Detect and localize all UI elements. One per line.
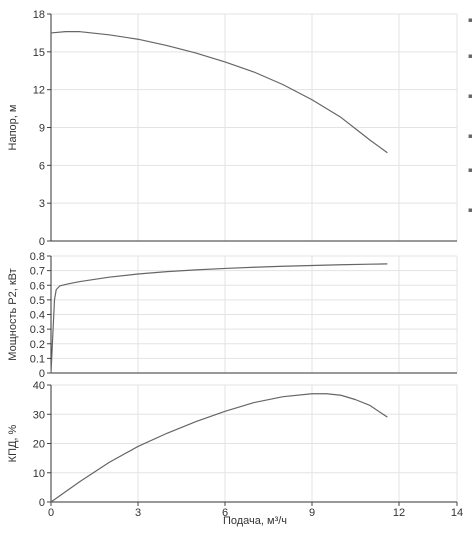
y-tick-label: 30	[33, 409, 45, 421]
y-tick-label: 0	[39, 236, 45, 248]
y-axis-label: КПД, %	[7, 424, 19, 462]
panel-efficiency: 0 10 20 30 40 КПД, % 0 3 6 9 12 14	[7, 380, 463, 519]
y-tick-label: 10	[33, 468, 45, 480]
edge-mark: ▪	[468, 92, 472, 100]
series-line	[50, 263, 388, 374]
y-tick-label: 20	[33, 439, 45, 451]
x-tick-label: 12	[393, 507, 405, 519]
y-tick-label: 0.6	[30, 280, 45, 292]
edge-mark: ▪	[468, 16, 472, 24]
x-tick-label: 9	[309, 507, 315, 519]
y-tick-label: 0.7	[30, 266, 45, 278]
series-line	[50, 31, 388, 154]
x-tick-label: 3	[135, 507, 141, 519]
series-line	[50, 393, 388, 503]
y-tick-label: 15	[33, 47, 45, 59]
edge-mark: ▪	[468, 132, 472, 140]
edge-mark: ▪	[468, 52, 472, 60]
y-tick-label: 40	[33, 380, 45, 392]
y-axis-label: Напор, м	[7, 105, 19, 151]
y-axis-label: Мощность P2, кВт	[7, 268, 19, 360]
edge-mark: ▪	[468, 166, 472, 174]
y-tick-label: 12	[33, 85, 45, 97]
y-tick-label: 6	[39, 160, 45, 172]
y-tick-label: 0.1	[30, 353, 45, 365]
right-edge-marks: ▪ ▪ ▪ ▪ ▪ ▪	[468, 16, 472, 214]
x-tick-label: 14	[451, 507, 463, 519]
y-tick-label: 9	[39, 123, 45, 135]
x-axis-label: Подача, м³/ч	[223, 515, 287, 527]
y-tick-label: 0.8	[30, 251, 45, 263]
x-tick-label: 6	[222, 507, 228, 519]
panel-power: 0 0.1 0.2 0.3 0.4 0.5 0.6 0.7 0.8 Мощность P2, кВ…	[7, 251, 458, 380]
edge-mark: ▪	[468, 206, 472, 214]
y-tick-label: 0.4	[30, 310, 45, 322]
y-tick-label: 0.5	[30, 295, 45, 307]
y-tick-label: 0	[39, 497, 45, 509]
x-tick-label: 0	[48, 507, 54, 519]
y-tick-label: 18	[33, 9, 45, 21]
panel-head: 0 3 6 9 12 15 18 Напор, м	[7, 9, 458, 248]
y-tick-label: 0.3	[30, 324, 45, 336]
y-tick-label: 3	[39, 198, 45, 210]
y-tick-label: 0	[39, 368, 45, 380]
y-tick-label: 0.2	[30, 339, 45, 351]
